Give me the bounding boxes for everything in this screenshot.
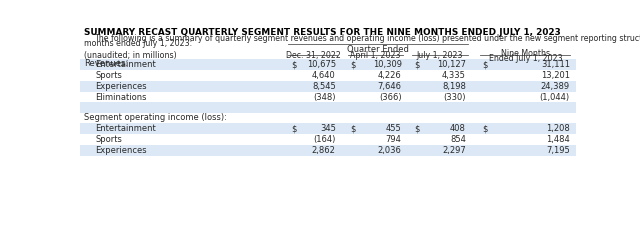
Text: 10,675: 10,675 (307, 61, 336, 70)
Text: 854: 854 (450, 135, 466, 144)
Text: (164): (164) (314, 135, 336, 144)
Text: Dec. 31, 2022: Dec. 31, 2022 (286, 51, 340, 60)
Text: Sports: Sports (95, 135, 122, 144)
Text: 4,335: 4,335 (442, 71, 466, 80)
Text: 2,036: 2,036 (378, 146, 402, 155)
Text: 408: 408 (450, 124, 466, 133)
Text: $: $ (292, 61, 297, 70)
Text: 8,198: 8,198 (442, 82, 466, 91)
Text: $: $ (482, 124, 488, 133)
Text: Entertainment: Entertainment (95, 61, 156, 70)
Text: (366): (366) (379, 93, 402, 102)
Text: 4,640: 4,640 (312, 71, 336, 80)
Text: $: $ (351, 61, 356, 70)
Text: 2,297: 2,297 (442, 146, 466, 155)
Text: 1,208: 1,208 (546, 124, 570, 133)
Text: Sports: Sports (95, 71, 122, 80)
Text: $: $ (292, 124, 297, 133)
Text: Quarter Ended: Quarter Ended (348, 45, 410, 54)
Text: Eliminations: Eliminations (95, 93, 147, 102)
Text: Experiences: Experiences (95, 82, 147, 91)
Text: Revenues:: Revenues: (84, 59, 128, 68)
Text: 8,545: 8,545 (312, 82, 336, 91)
Text: 794: 794 (386, 135, 402, 144)
Bar (80, 123, 576, 134)
Text: 24,389: 24,389 (541, 82, 570, 91)
Text: 31,111: 31,111 (541, 61, 570, 70)
Text: July 1, 2023: July 1, 2023 (417, 51, 463, 60)
Text: 1,484: 1,484 (546, 135, 570, 144)
Text: Ended July 1, 2023: Ended July 1, 2023 (489, 54, 563, 63)
Bar (80, 145, 576, 156)
Text: 345: 345 (320, 124, 336, 133)
Bar (80, 59, 576, 70)
Text: (348): (348) (313, 93, 336, 102)
Text: $: $ (414, 61, 419, 70)
Text: 2,862: 2,862 (312, 146, 336, 155)
Bar (80, 102, 576, 113)
Text: $: $ (482, 61, 488, 70)
Text: SUMMARY RECAST QUARTERLY SEGMENT RESULTS FOR THE NINE MONTHS ENDED JULY 1, 2023: SUMMARY RECAST QUARTERLY SEGMENT RESULTS… (84, 28, 561, 37)
Text: 7,195: 7,195 (546, 146, 570, 155)
Text: Nine Months: Nine Months (501, 49, 550, 58)
Text: (1,044): (1,044) (540, 93, 570, 102)
Text: months ended July 1, 2023:: months ended July 1, 2023: (84, 38, 192, 47)
Text: The following is a summary of quarterly segment revenues and operating income (l: The following is a summary of quarterly … (94, 34, 640, 43)
Text: 13,201: 13,201 (541, 71, 570, 80)
Text: Entertainment: Entertainment (95, 124, 156, 133)
Text: $: $ (351, 124, 356, 133)
Text: 10,309: 10,309 (372, 61, 402, 70)
Bar (80, 81, 576, 92)
Text: 7,646: 7,646 (378, 82, 402, 91)
Text: Experiences: Experiences (95, 146, 147, 155)
Text: April 1, 2023: April 1, 2023 (351, 51, 401, 60)
Text: 10,127: 10,127 (437, 61, 466, 70)
Text: $: $ (414, 124, 419, 133)
Text: 455: 455 (386, 124, 402, 133)
Text: (unaudited; in millions): (unaudited; in millions) (84, 51, 177, 60)
Text: 4,226: 4,226 (378, 71, 402, 80)
Text: (330): (330) (444, 93, 466, 102)
Text: Segment operating income (loss):: Segment operating income (loss): (84, 113, 227, 122)
